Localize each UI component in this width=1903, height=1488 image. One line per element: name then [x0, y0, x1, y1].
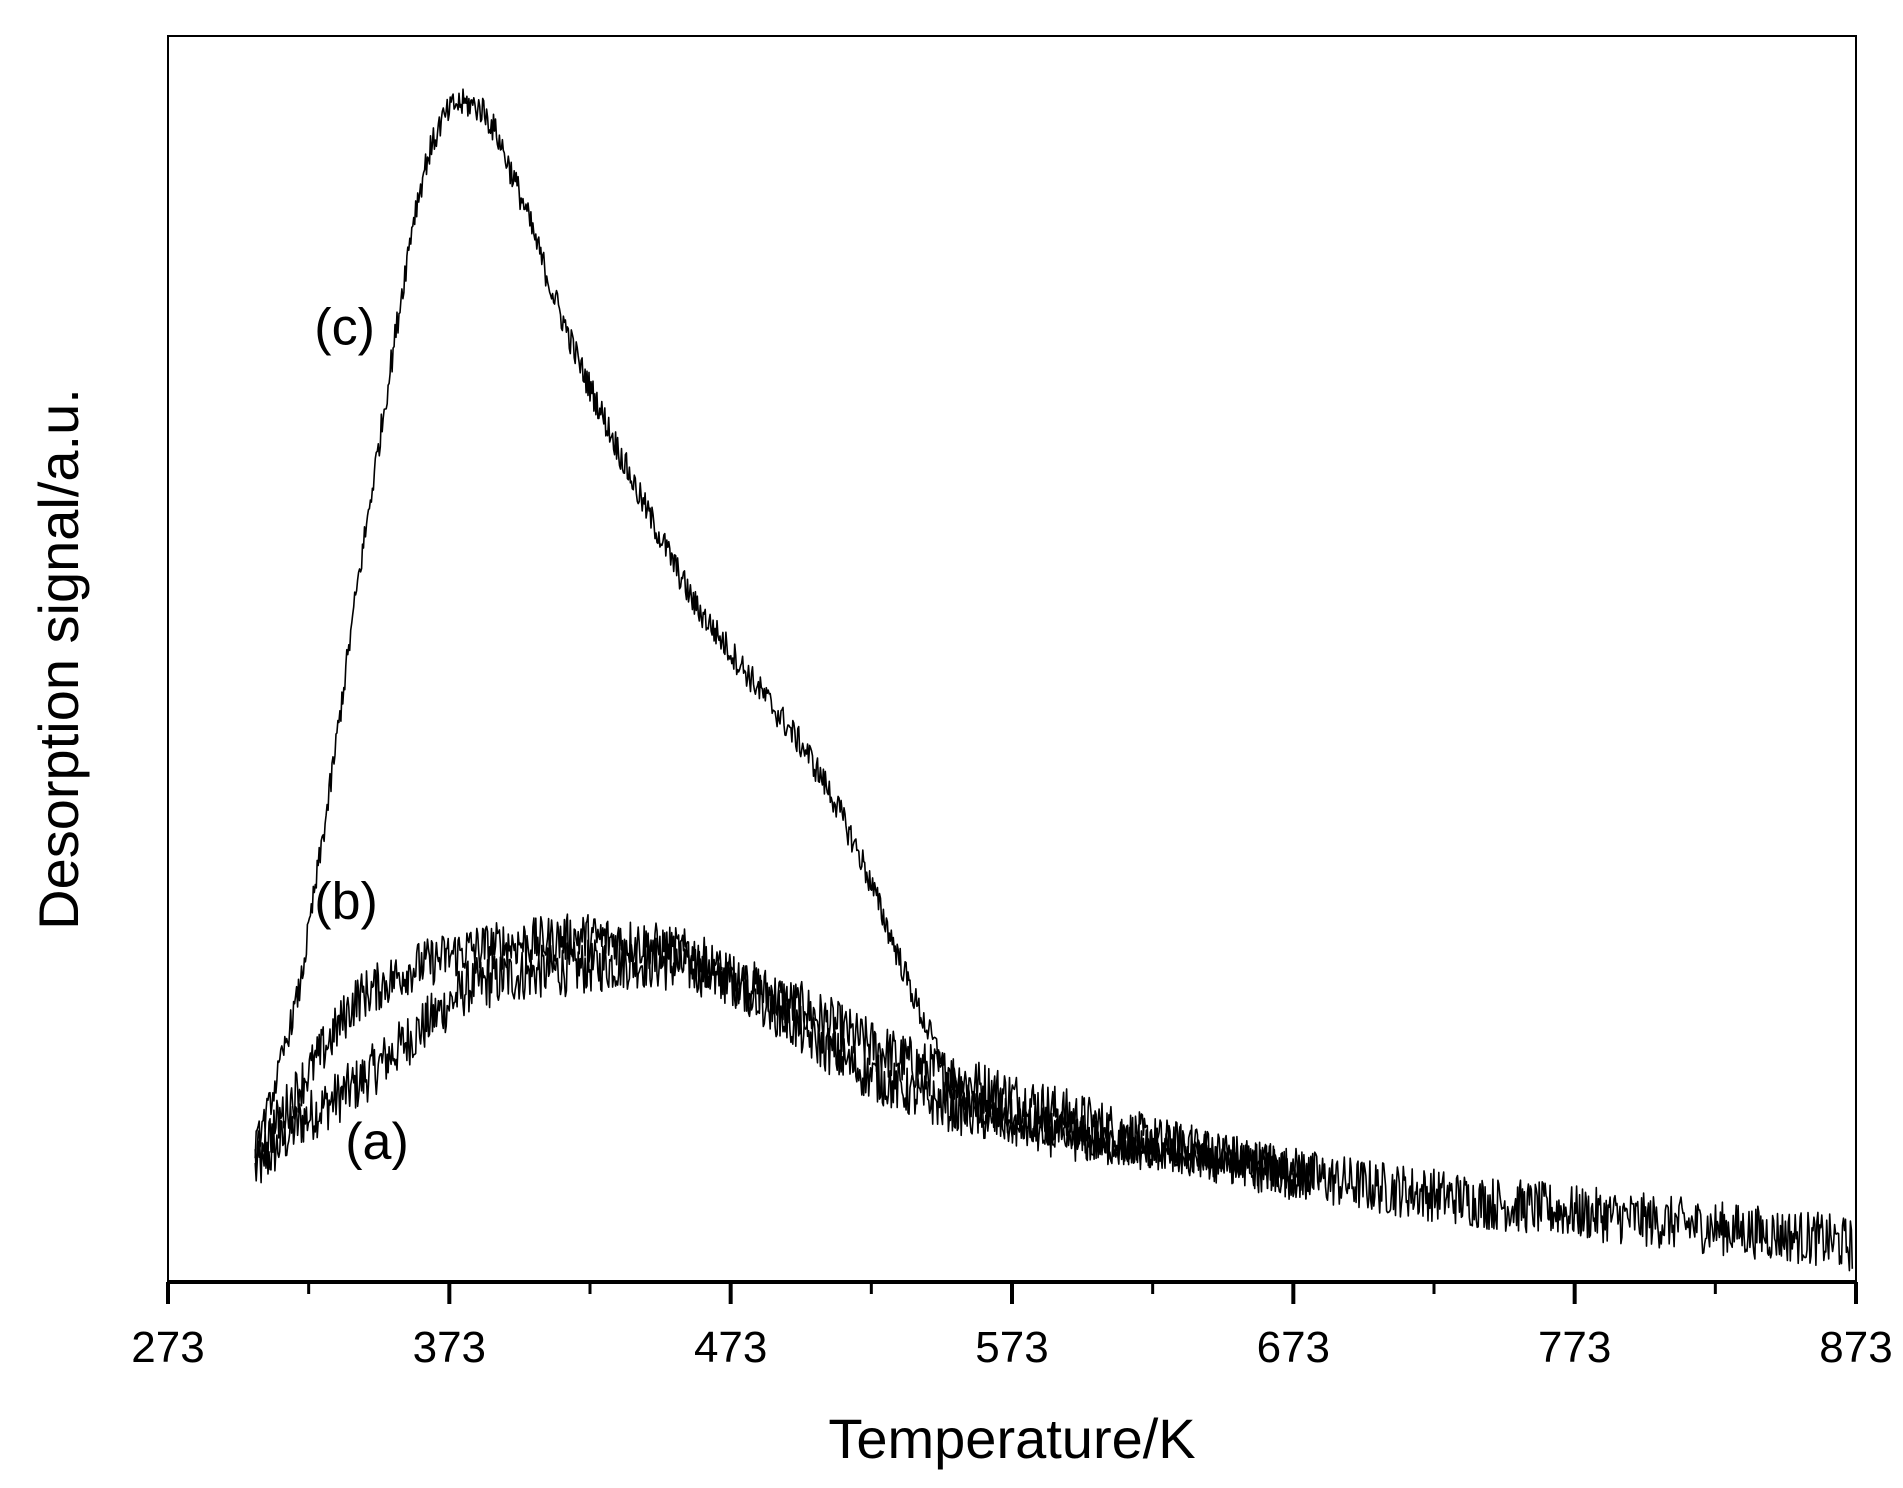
x-tick-label: 873	[1819, 1323, 1892, 1372]
series-label-1: (a)	[345, 1113, 409, 1171]
x-tick-label: 473	[694, 1323, 767, 1372]
series-labels: (a) (b) (c)	[314, 299, 409, 1171]
x-tick-label: 573	[975, 1323, 1048, 1372]
x-ticks: 273 373 473 573 673 773 873	[131, 1282, 1893, 1372]
series-line-3	[254, 88, 1314, 1187]
y-axis-title: Desorption signal/a.u.	[27, 388, 90, 930]
x-tick-label: 373	[413, 1323, 486, 1372]
x-tick-label: 673	[1257, 1323, 1330, 1372]
x-tick-label: 273	[131, 1323, 204, 1372]
x-tick-label: 773	[1538, 1323, 1611, 1372]
series-label-3: (c)	[314, 299, 375, 357]
series-group	[254, 88, 1854, 1272]
x-axis-title: Temperature/K	[828, 1407, 1195, 1470]
series-line-1	[254, 937, 1854, 1272]
series-label-2: (b)	[314, 872, 378, 930]
